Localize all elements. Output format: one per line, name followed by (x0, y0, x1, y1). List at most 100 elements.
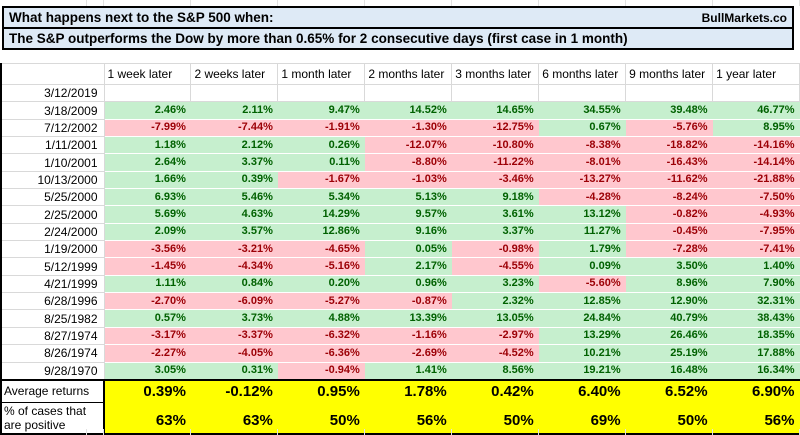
return-cell[interactable] (190, 84, 279, 103)
return-cell[interactable]: 0.96% (364, 275, 452, 294)
return-cell[interactable]: -14.16% (712, 136, 800, 155)
date-cell[interactable]: 7/12/2002 (0, 119, 105, 138)
return-cell[interactable]: -3.46% (451, 171, 539, 190)
return-cell[interactable]: -7.44% (190, 119, 278, 138)
return-cell[interactable]: 1.79% (538, 240, 626, 259)
return-cell[interactable]: 0.09% (538, 257, 626, 276)
return-cell[interactable]: -8.24% (625, 188, 713, 207)
return-cell[interactable]: 2.46% (104, 101, 191, 120)
return-cell[interactable]: 0.11% (277, 153, 365, 172)
return-cell[interactable]: 3.57% (190, 223, 278, 242)
return-cell[interactable]: -7.28% (625, 240, 713, 259)
return-cell[interactable]: 2.64% (104, 153, 191, 172)
return-cell[interactable]: -8.01% (538, 153, 626, 172)
date-cell[interactable]: 6/28/1996 (0, 292, 105, 311)
return-cell[interactable]: 4.63% (190, 205, 278, 224)
return-cell[interactable]: 14.29% (277, 205, 365, 224)
return-cell[interactable]: 26.46% (625, 327, 713, 346)
return-cell[interactable]: -3.17% (104, 327, 191, 346)
return-cell[interactable] (538, 84, 627, 103)
return-cell[interactable]: -1.91% (277, 119, 365, 138)
return-cell[interactable]: 3.37% (190, 153, 278, 172)
date-cell[interactable]: 8/25/1982 (0, 309, 105, 328)
return-cell[interactable]: 4.88% (277, 309, 365, 328)
return-cell[interactable]: -1.45% (104, 257, 191, 276)
column-header[interactable]: 2 weeks later (190, 63, 279, 85)
return-cell[interactable]: -13.27% (538, 171, 626, 190)
return-cell[interactable]: -7.50% (712, 188, 800, 207)
return-cell[interactable]: -12.07% (364, 136, 452, 155)
return-cell[interactable]: 19.21% (538, 362, 626, 381)
return-cell[interactable]: -0.98% (451, 240, 539, 259)
return-cell[interactable]: 3.73% (190, 309, 278, 328)
return-cell[interactable]: 12.85% (538, 292, 626, 311)
return-cell[interactable]: 1.18% (104, 136, 191, 155)
return-cell[interactable]: -14.14% (712, 153, 800, 172)
return-cell[interactable]: 14.52% (364, 101, 452, 120)
return-cell[interactable]: -6.32% (277, 327, 365, 346)
date-cell[interactable]: 2/24/2000 (0, 223, 105, 242)
return-cell[interactable]: 0.26% (277, 136, 365, 155)
return-cell[interactable]: -4.65% (277, 240, 365, 259)
average-cell[interactable]: 6.90% (712, 378, 800, 403)
average-cell[interactable]: 6.40% (538, 378, 626, 403)
return-cell[interactable]: 1.41% (364, 362, 452, 381)
return-cell[interactable] (277, 84, 366, 103)
return-cell[interactable]: 13.12% (538, 205, 626, 224)
return-cell[interactable]: 13.05% (451, 309, 539, 328)
date-cell[interactable]: 4/21/1999 (0, 275, 105, 294)
return-cell[interactable]: 5.13% (364, 188, 452, 207)
return-cell[interactable]: -18.82% (625, 136, 713, 155)
return-cell[interactable]: -11.22% (451, 153, 539, 172)
column-header[interactable]: 1 year later (712, 63, 800, 85)
return-cell[interactable]: 24.84% (538, 309, 626, 328)
pct-positive-cell[interactable]: 56% (712, 402, 800, 435)
return-cell[interactable]: -6.36% (277, 344, 365, 363)
return-cell[interactable]: 12.86% (277, 223, 365, 242)
return-cell[interactable]: 18.35% (712, 327, 800, 346)
return-cell[interactable]: 10.21% (538, 344, 626, 363)
return-cell[interactable]: -1.30% (364, 119, 452, 138)
return-cell[interactable]: -3.56% (104, 240, 191, 259)
date-cell[interactable]: 1/10/2001 (0, 153, 105, 172)
column-header[interactable]: 1 month later (277, 63, 366, 85)
return-cell[interactable]: 17.88% (712, 344, 800, 363)
return-cell[interactable]: 25.19% (625, 344, 713, 363)
return-cell[interactable]: -2.27% (104, 344, 191, 363)
return-cell[interactable]: 9.18% (451, 188, 539, 207)
return-cell[interactable]: 8.95% (712, 119, 800, 138)
return-cell[interactable]: 34.55% (538, 101, 626, 120)
return-cell[interactable]: 5.69% (104, 205, 191, 224)
return-cell[interactable]: 9.47% (277, 101, 365, 120)
return-cell[interactable]: -7.41% (712, 240, 800, 259)
date-cell[interactable]: 5/25/2000 (0, 188, 105, 207)
return-cell[interactable]: -5.16% (277, 257, 365, 276)
average-returns-label[interactable]: Average returns (0, 378, 105, 403)
return-cell[interactable]: -4.28% (538, 188, 626, 207)
return-cell[interactable]: -6.09% (190, 292, 278, 311)
return-cell[interactable]: -10.80% (451, 136, 539, 155)
return-cell[interactable]: -12.75% (451, 119, 539, 138)
column-header[interactable]: 2 months later (364, 63, 453, 85)
return-cell[interactable]: 2.32% (451, 292, 539, 311)
return-cell[interactable]: 0.57% (104, 309, 191, 328)
return-cell[interactable]: -0.45% (625, 223, 713, 242)
column-header[interactable]: 6 months later (538, 63, 627, 85)
return-cell[interactable] (451, 84, 540, 103)
return-cell[interactable]: 3.23% (451, 275, 539, 294)
return-cell[interactable]: -8.80% (364, 153, 452, 172)
average-cell[interactable]: 0.95% (277, 378, 365, 403)
return-cell[interactable]: -16.43% (625, 153, 713, 172)
return-cell[interactable]: -1.67% (277, 171, 365, 190)
return-cell[interactable]: 14.65% (451, 101, 539, 120)
return-cell[interactable]: 13.29% (538, 327, 626, 346)
return-cell[interactable]: -4.93% (712, 205, 800, 224)
return-cell[interactable]: 8.56% (451, 362, 539, 381)
average-cell[interactable]: 0.39% (104, 378, 191, 403)
return-cell[interactable]: 7.90% (712, 275, 800, 294)
return-cell[interactable]: 5.34% (277, 188, 365, 207)
column-header[interactable]: 9 months later (625, 63, 714, 85)
date-cell[interactable]: 8/26/1974 (0, 344, 105, 363)
date-cell[interactable]: 2/25/2000 (0, 205, 105, 224)
return-cell[interactable]: -5.76% (625, 119, 713, 138)
